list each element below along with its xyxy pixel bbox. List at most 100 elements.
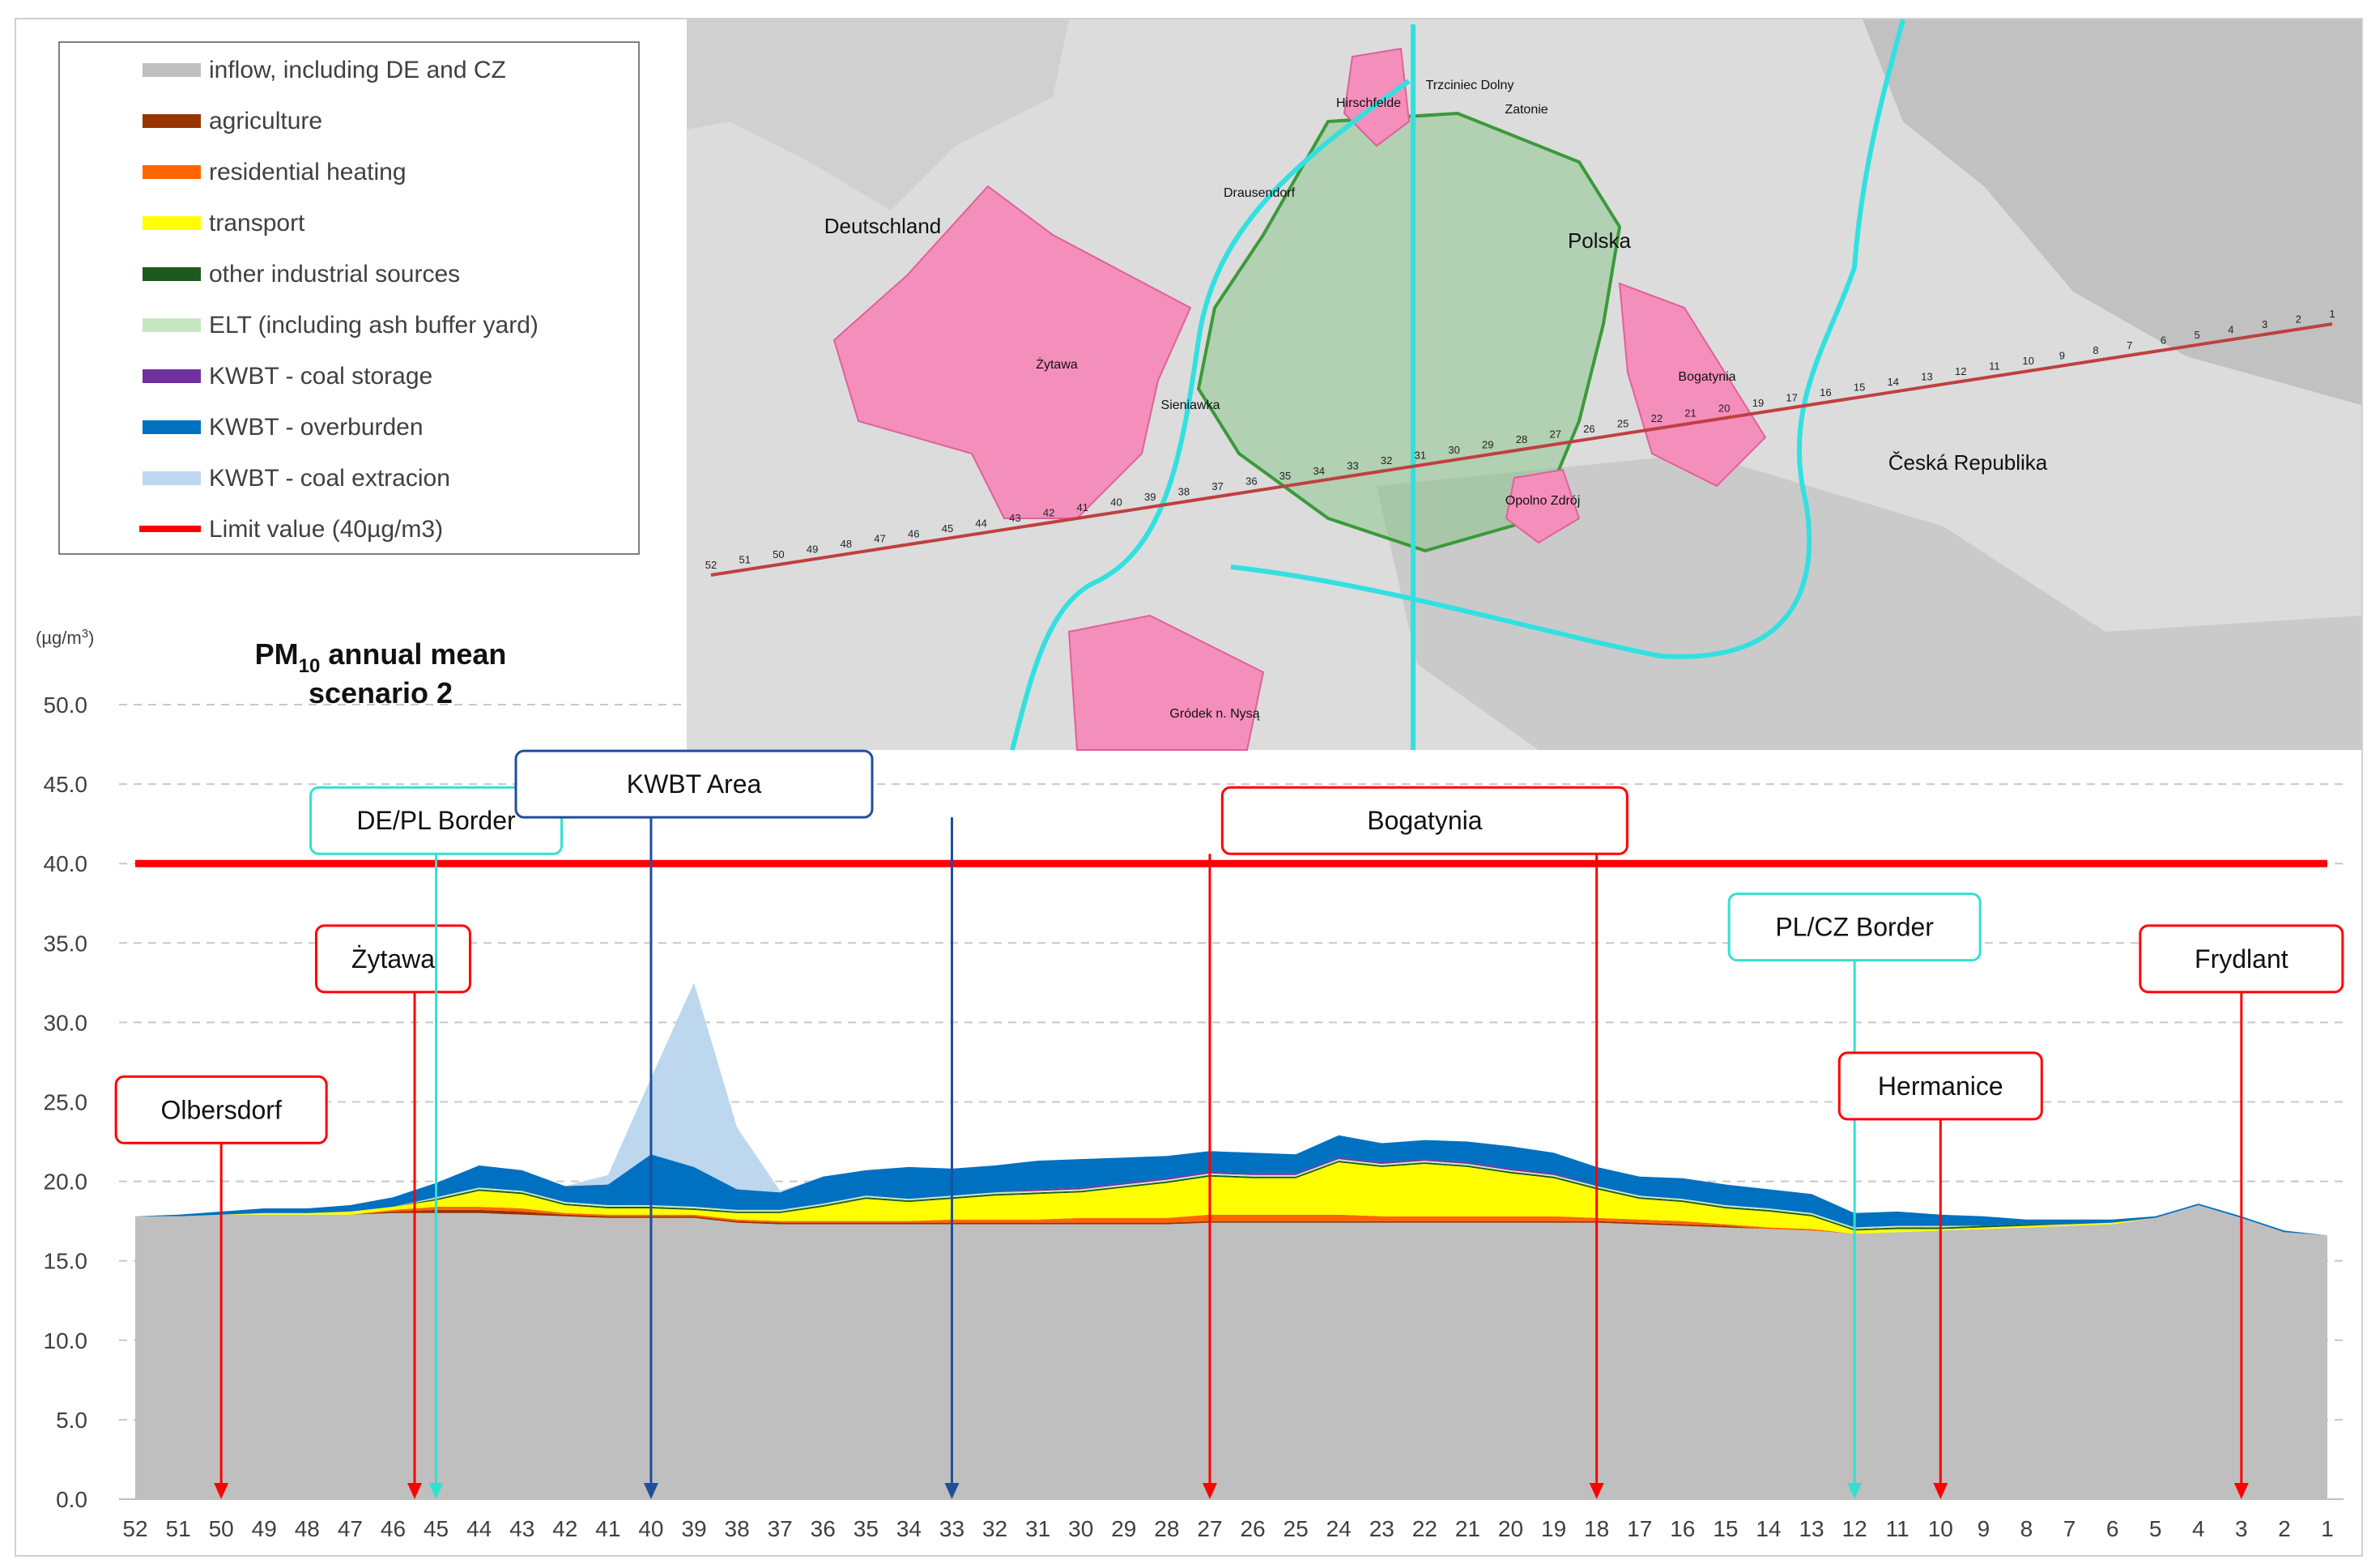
annotation: Bogatynia: [1202, 786, 1629, 1499]
legend-label: other industrial sources: [209, 261, 460, 288]
annotation: KWBT Area: [514, 749, 960, 1499]
route-point-label: 52: [705, 559, 717, 571]
chart-subtitle: scenario 2: [309, 676, 453, 709]
x-tick-label: 9: [1978, 1516, 1990, 1541]
annotation: PL/CZ Border: [1727, 893, 1982, 1499]
de-pl-border: [1010, 24, 1416, 751]
x-tick-label: 26: [1240, 1516, 1265, 1541]
legend-item: agriculture: [143, 108, 322, 134]
x-tick-label: 19: [1541, 1516, 1566, 1541]
legend-item: KWBT - overburden: [143, 414, 424, 441]
mine-area: [1196, 111, 1622, 553]
annotation-box: [309, 786, 564, 855]
route-point-label: 8: [2093, 344, 2098, 356]
route-point-label: 41: [1077, 501, 1088, 513]
legend-label: KWBT - coal storage: [209, 363, 432, 390]
legend-label: Limit value (40µg/m3): [209, 516, 443, 543]
route-point-label: 4: [2228, 323, 2233, 335]
legend-item: KWBT - coal storage: [143, 363, 432, 390]
x-tick-label: 24: [1326, 1516, 1352, 1541]
annotation: Hermanice: [1837, 1051, 2043, 1499]
annotation-label: Żytawa: [351, 944, 435, 974]
map-label: Żytawa: [1036, 356, 1078, 372]
route-point-label: 42: [1043, 506, 1054, 518]
x-tick-label: 4: [2192, 1516, 2205, 1541]
annotation-label: Olbersdorf: [160, 1095, 282, 1124]
annotation: Olbersdorf: [114, 1075, 328, 1499]
route-point-label: 33: [1347, 459, 1358, 471]
legend-swatch: [143, 471, 201, 485]
legend-swatch: [143, 216, 201, 230]
annotation-box: [1220, 786, 1629, 855]
x-tick-label: 30: [1068, 1516, 1093, 1541]
x-tick-label: 22: [1412, 1516, 1437, 1541]
opolno-area: [1505, 468, 1581, 544]
legend: inflow, including DE and CZ agriculture re…: [58, 41, 640, 555]
route-point-label: 20: [1718, 402, 1730, 414]
map-label: Gródek n. Nysą: [1169, 707, 1259, 721]
x-tick-label: 41: [595, 1516, 620, 1541]
legend-swatch: [143, 267, 201, 281]
x-tick-label: 51: [166, 1516, 191, 1541]
legend-label: agriculture: [209, 108, 322, 134]
x-tick-label: 18: [1584, 1516, 1609, 1541]
legend-swatch: [143, 318, 201, 332]
legend-label: KWBT - coal extracion: [209, 465, 450, 492]
legend-swatch: [139, 526, 201, 532]
x-tick-label: 12: [1842, 1516, 1867, 1541]
y-tick-label: 25.0: [44, 1090, 88, 1115]
x-tick-label: 40: [638, 1516, 663, 1541]
map-labels: Deutschland Polska Česká Republika Żytawa Si…: [824, 79, 2048, 721]
route-point-label: 12: [1955, 365, 1966, 377]
legend-swatch: [143, 165, 201, 179]
legend-item: KWBT - coal extracion: [143, 465, 450, 492]
map-panel: 52 51 50 49 48 47 46 45 44 43 42 41 40 39 38 37 36 35 34 33…: [687, 19, 2361, 751]
legend-item: transport: [143, 210, 305, 236]
route-point-label: 45: [942, 522, 953, 535]
legend-label: ELT (including ash buffer yard): [209, 312, 539, 339]
x-tick-label: 50: [209, 1516, 234, 1541]
map-terrain-1: [687, 19, 1069, 211]
map-label: Opolno Zdrój: [1505, 494, 1581, 508]
area-transport: [135, 1162, 2327, 1236]
legend-swatch: [143, 63, 201, 77]
route-point-label: 43: [1009, 512, 1020, 524]
route-point-label: 31: [1415, 449, 1426, 461]
area-kwbt-coal-storage: [135, 1157, 2327, 1236]
annotation-arrowhead: [643, 1483, 658, 1499]
annotation-arrowhead: [944, 1483, 960, 1499]
x-tick-label: 31: [1025, 1516, 1050, 1541]
map-label: Sieniawka: [1161, 398, 1220, 412]
x-tick-label: 39: [681, 1516, 706, 1541]
annotation: Żytawa: [314, 924, 471, 1499]
cross-section-route: [710, 322, 2333, 577]
route-point-label: 17: [1786, 391, 1797, 403]
annotation: DE/PL Border: [309, 786, 564, 1499]
annotation-arrowhead: [407, 1483, 423, 1499]
route-point-label: 27: [1549, 428, 1560, 441]
annotation-label: Bogatynia: [1367, 806, 1483, 835]
legend-label: KWBT - overburden: [209, 414, 424, 441]
x-tick-label: 46: [381, 1516, 406, 1541]
x-tick-label: 48: [295, 1516, 320, 1541]
map-label: Deutschland: [824, 214, 942, 238]
route-point-label: 51: [739, 554, 750, 566]
route-point-label: 49: [807, 543, 818, 556]
map-label: Hirschfelde: [1336, 96, 1401, 110]
x-tick-label: 13: [1799, 1516, 1824, 1541]
legend-swatch: [143, 369, 201, 383]
annotation-arrowhead: [2233, 1483, 2249, 1499]
x-tick-label: 21: [1455, 1516, 1480, 1541]
route-point-label: 5: [2195, 329, 2200, 341]
route-point-label: 30: [1448, 444, 1459, 456]
route-point-label: 25: [1617, 418, 1629, 430]
annotation-box: [114, 1075, 328, 1144]
x-tick-label: 17: [1627, 1516, 1652, 1541]
x-tick-label: 2: [2278, 1516, 2291, 1541]
route-point-label: 14: [1888, 376, 1899, 388]
route-point-label: 44: [975, 517, 986, 529]
annotation-arrowhead: [1589, 1483, 1604, 1499]
route-point-label: 32: [1381, 454, 1392, 467]
x-tick-label: 35: [854, 1516, 879, 1541]
y-tick-label: 50.0: [44, 692, 88, 718]
